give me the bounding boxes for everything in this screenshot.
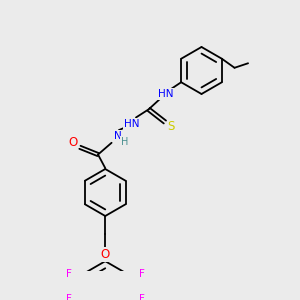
Text: O: O <box>68 136 77 149</box>
Text: HN: HN <box>124 119 139 129</box>
Text: HN: HN <box>158 89 174 99</box>
Text: H: H <box>121 137 128 147</box>
Text: F: F <box>139 269 145 279</box>
Text: F: F <box>66 294 72 300</box>
Text: O: O <box>100 248 110 261</box>
Text: F: F <box>139 294 145 300</box>
Text: N: N <box>114 130 122 141</box>
Text: F: F <box>66 269 72 279</box>
Text: S: S <box>167 120 175 133</box>
